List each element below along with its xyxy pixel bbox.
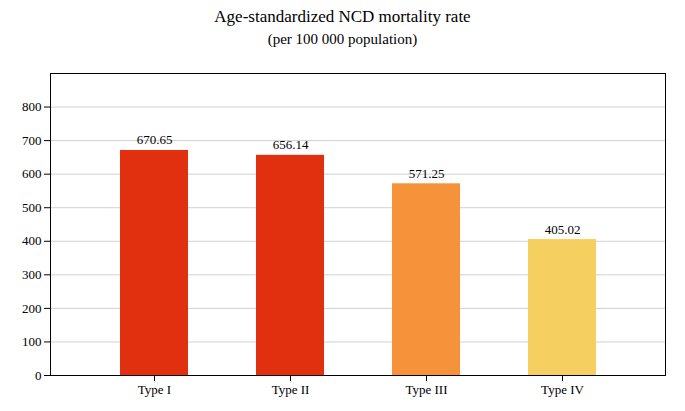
svg-text:600: 600 <box>22 167 42 182</box>
svg-text:400: 400 <box>22 234 42 249</box>
svg-text:700: 700 <box>22 133 42 148</box>
svg-text:Type II: Type II <box>272 382 310 397</box>
svg-text:Type IV: Type IV <box>541 382 584 397</box>
svg-text:100: 100 <box>22 334 42 349</box>
svg-text:0: 0 <box>35 368 42 383</box>
svg-text:800: 800 <box>22 99 42 114</box>
html-text:Age-standardized NCD mortality: Age-standardized NCD mortality rate <box>214 7 471 26</box>
svg-text:571.25: 571.25 <box>409 166 445 181</box>
svg-text:Type I: Type I <box>138 382 171 397</box>
svg-text:656.14: 656.14 <box>273 138 309 153</box>
svg-text:405.02: 405.02 <box>545 222 581 237</box>
html-text:(per 100 000 population): (per 100 000 population) <box>267 30 418 47</box>
svg-text:300: 300 <box>22 267 42 282</box>
svg-text:670.65: 670.65 <box>137 133 173 148</box>
svg-text:500: 500 <box>22 200 42 215</box>
svg-text:200: 200 <box>22 301 42 316</box>
svg-text:Type III: Type III <box>405 382 447 397</box>
